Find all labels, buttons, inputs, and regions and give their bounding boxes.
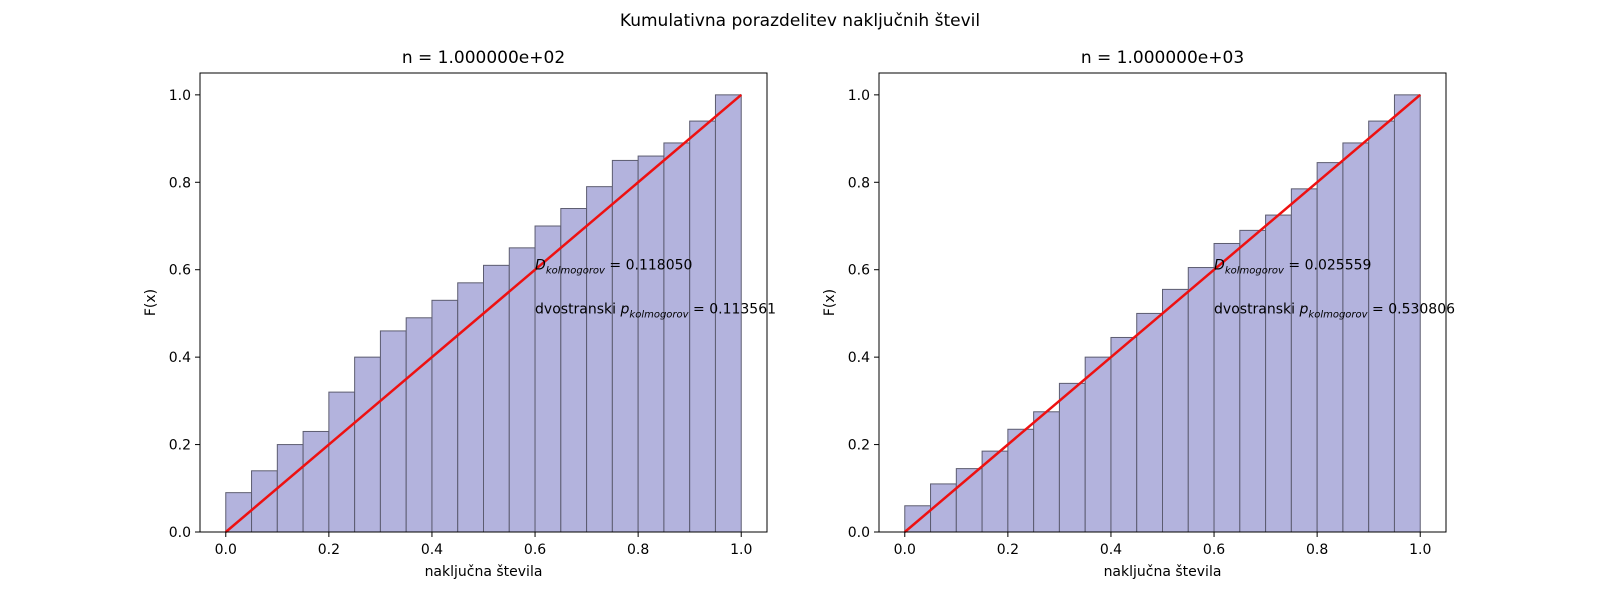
- chart-1-bar-8: [1110, 336, 1138, 533]
- chart-1-ytick-label-5: 1.0: [848, 88, 870, 104]
- chart-0-annotation-p-prefix: dvostranski: [535, 301, 620, 317]
- chart-0-ytick-label-1: 0.2: [169, 438, 191, 454]
- chart-0-ytick-label-4: 0.8: [169, 175, 191, 191]
- chart-0-ytick-label-5: 1.0: [169, 88, 191, 104]
- chart-1-bar-11: [1187, 267, 1215, 533]
- chart-0-bar-10: [483, 264, 510, 533]
- chart-1-annotation-d-value: = 0.025559: [1284, 258, 1371, 274]
- chart-1-bar-17: [1342, 142, 1370, 533]
- chart-1-bar-16: [1316, 162, 1344, 533]
- chart-1-bar-7: [1084, 356, 1112, 533]
- chart-0-bar-13: [560, 208, 588, 533]
- chart-1-annotation-d-sub: kolmogorov: [1225, 266, 1285, 277]
- chart-0-bar-5: [354, 356, 381, 533]
- chart-0-annotation-p: dvostranski pkolmogorov = 0.113561: [535, 301, 776, 320]
- chart-1-title: n = 1.000000e+03: [1081, 48, 1244, 68]
- chart-0-bar-19: [714, 94, 742, 533]
- chart-1-bars: [904, 94, 1421, 533]
- chart-0-annotation-d-value: = 0.118050: [605, 258, 692, 274]
- chart-0-bar-6: [379, 330, 407, 533]
- chart-1-ytick-label-2: 0.4: [848, 350, 870, 366]
- chart-0-bar-18: [689, 120, 716, 533]
- chart-0-xlabel: naključna števila: [425, 564, 543, 580]
- chart-0-bar-16: [637, 155, 665, 533]
- chart-1-annotation-p: dvostranski pkolmogorov = 0.530806: [1214, 301, 1455, 320]
- chart-0-xtick-label-4: 0.8: [627, 542, 649, 558]
- chart-0-xtick-label-1: 0.2: [318, 542, 340, 558]
- chart-1-annotation-p-sub: kolmogorov: [1308, 309, 1368, 320]
- chart-0-annotation-p-value: = 0.113561: [689, 301, 776, 317]
- chart-1-annotation-d: Dkolmogorov = 0.025559: [1214, 258, 1371, 277]
- chart-1-ytick-label-3: 0.6: [848, 263, 870, 279]
- chart-1-xtick-label-4: 0.8: [1306, 542, 1328, 558]
- chart-1-xtick-label-5: 1.0: [1409, 542, 1431, 558]
- chart-0-annotation-p-sub: kolmogorov: [629, 309, 689, 320]
- chart-0-axes-frame: [199, 72, 768, 533]
- chart-1-xtick-label-3: 0.6: [1203, 542, 1225, 558]
- chart-0-bar-9: [457, 282, 484, 533]
- chart-0-xtick-label-3: 0.6: [524, 542, 546, 558]
- chart-1-annotation-d-symbol: D: [1214, 258, 1225, 274]
- chart-1-annotation-p-prefix: dvostranski: [1214, 301, 1299, 317]
- chart-1-bar-18: [1368, 120, 1395, 533]
- chart-1-bar-15: [1290, 188, 1318, 533]
- chart-panel-right: n = 1.000000e+03 0.0 0.2 0.4 0.6 0.8 1.0 0.0 0.2…: [822, 48, 1455, 580]
- chart-1-axes-frame: [878, 72, 1447, 533]
- chart-1-xtick-label-1: 0.2: [997, 542, 1019, 558]
- chart-0-bar-1: [251, 470, 278, 533]
- chart-0-bar-17: [663, 142, 691, 533]
- chart-1-bar-5: [1033, 411, 1060, 533]
- chart-1-ytick-label-1: 0.2: [848, 438, 870, 454]
- chart-1-annotation-p-value: = 0.530806: [1368, 301, 1456, 317]
- chart-1-bar-6: [1058, 382, 1086, 533]
- chart-0-annotation-d-sub: kolmogorov: [546, 266, 606, 277]
- chart-0-bar-11: [508, 247, 536, 533]
- chart-0-xtick-label-5: 1.0: [730, 542, 752, 558]
- chart-1-ytick-label-0: 0.0: [848, 525, 870, 541]
- chart-1-xtick-label-0: 0.0: [894, 542, 916, 558]
- chart-0-ytick-label-0: 0.0: [169, 525, 191, 541]
- chart-0-bar-4: [328, 391, 356, 533]
- chart-0-annotation-d-symbol: D: [535, 258, 546, 274]
- chart-1-bar-4: [1007, 428, 1035, 533]
- chart-1-bar-14: [1265, 214, 1292, 533]
- chart-0-title: n = 1.000000e+02: [402, 48, 565, 68]
- chart-1-bar-19: [1393, 94, 1421, 533]
- chart-0-bar-7: [405, 317, 433, 533]
- chart-1-ytick-label-4: 0.8: [848, 175, 870, 191]
- chart-1-xtick-label-2: 0.4: [1100, 542, 1122, 558]
- chart-0-bars: [225, 94, 742, 533]
- chart-1-bar-13: [1239, 229, 1267, 533]
- chart-1-xlabel: naključna števila: [1104, 564, 1222, 580]
- chart-0-ylabel: F(x): [143, 289, 159, 316]
- chart-1-bar-3: [981, 450, 1009, 533]
- chart-0-ytick-label-3: 0.6: [169, 263, 191, 279]
- chart-0-annotation-d: Dkolmogorov = 0.118050: [535, 258, 692, 277]
- chart-0-bar-14: [586, 186, 613, 533]
- chart-0-bar-15: [611, 159, 639, 533]
- chart-1-bar-10: [1162, 288, 1189, 533]
- chart-0-ytick-label-2: 0.4: [169, 350, 191, 366]
- chart-0-annotation-p-symbol: p: [620, 301, 630, 317]
- chart-0-xtick-label-0: 0.0: [215, 542, 237, 558]
- chart-1-bar-12: [1213, 242, 1241, 533]
- chart-1-ylabel: F(x): [822, 289, 838, 316]
- chart-1-bar-9: [1136, 312, 1164, 533]
- chart-0-bar-8: [431, 299, 459, 533]
- chart-1-annotation-p-symbol: p: [1299, 301, 1309, 317]
- chart-1-reference-line: [903, 93, 1422, 533]
- chart-0-xtick-label-2: 0.4: [421, 542, 443, 558]
- chart-panel-left: n = 1.000000e+02 0.0 0.2 0.4 0.6 0.8 1.0 0.0 0.2…: [143, 48, 776, 580]
- figure-suptitle: Kumulativna porazdelitev naključnih štev…: [620, 11, 980, 31]
- chart-0-bar-2: [276, 444, 304, 533]
- chart-0-reference-line: [224, 93, 743, 533]
